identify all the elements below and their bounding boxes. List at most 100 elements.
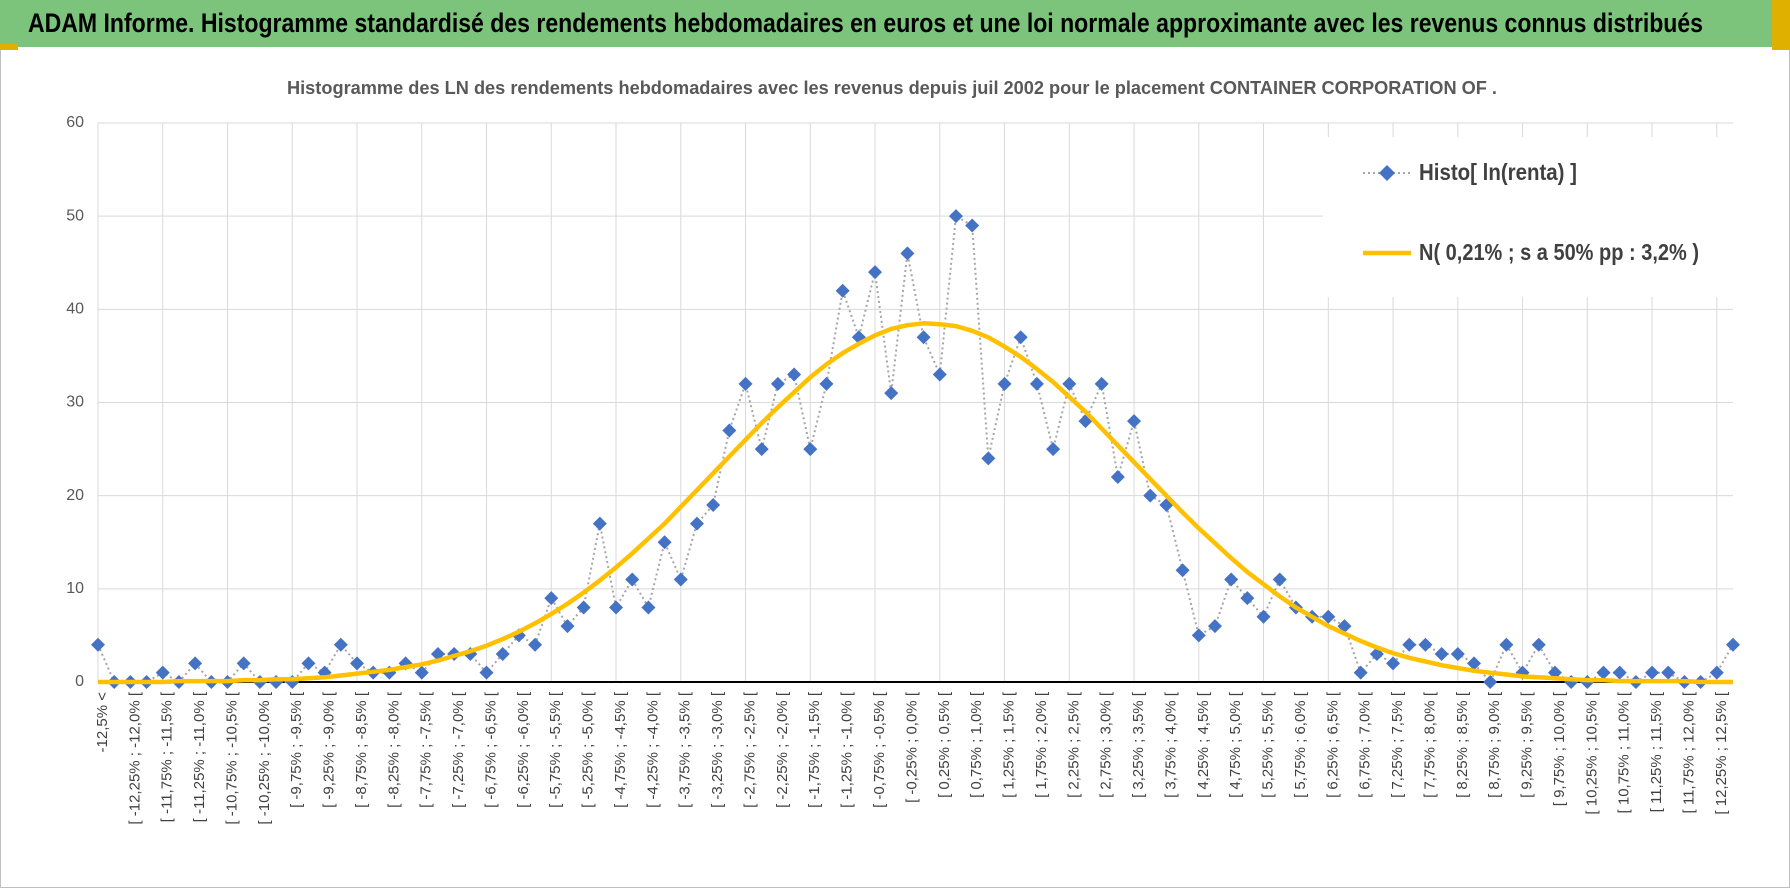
data-point [1062, 376, 1077, 391]
corner-accent [1772, 0, 1790, 50]
data-point [1709, 665, 1724, 680]
x-tick-label: [ -12,25% ; -12,0% [ [126, 691, 143, 824]
data-point [560, 619, 575, 634]
data-point [625, 572, 640, 587]
x-tick-label: [ 7,25% ; 7,5% [ [1389, 691, 1406, 798]
y-tick-label: 40 [66, 301, 84, 318]
data-point [1224, 572, 1239, 587]
data-point [1596, 665, 1611, 680]
data-point [1450, 647, 1465, 662]
title-bar [0, 0, 1790, 47]
data-point [1272, 572, 1287, 587]
x-tick-label: [ 12,25% ; 12,5% [ [1713, 691, 1730, 814]
x-tick-label: [ -3,25% ; -3,0% [ [709, 691, 726, 808]
x-tick-label: [ -8,25% ; -8,0% [ [385, 691, 402, 808]
data-point [1240, 591, 1255, 606]
data-point [641, 600, 656, 615]
x-tick-label: [ 6,75% ; 7,0% [ [1357, 691, 1374, 798]
data-point [1612, 665, 1627, 680]
data-point [1386, 656, 1401, 671]
series-line [98, 321, 1733, 685]
x-tick-label: [ 9,75% ; 10,0% [ [1551, 691, 1568, 806]
legend-label: Histo[ ln(renta) ] [1419, 159, 1577, 185]
x-tick-label: [ 8,25% ; 8,5% [ [1454, 691, 1471, 798]
x-tick-label: [ -3,75% ; -3,5% [ [677, 691, 694, 808]
x-tick-label: [ -2,25% ; -2,0% [ [774, 691, 791, 808]
data-point [1013, 330, 1028, 345]
y-tick-label: 30 [66, 394, 84, 411]
data-point [414, 665, 429, 680]
data-point [350, 656, 365, 671]
data-point [301, 656, 316, 671]
x-tick-label: [ 9,25% ; 9,5% [ [1519, 691, 1536, 798]
data-point [1110, 470, 1125, 485]
data-point [495, 647, 510, 662]
data-point [479, 665, 494, 680]
data-point [155, 665, 170, 680]
x-tick-label: -12,5% < [94, 692, 111, 753]
data-point [1353, 665, 1368, 680]
y-tick-label: 10 [66, 580, 84, 597]
x-tick-label: [ 2,25% ; 2,5% [ [1065, 691, 1082, 798]
x-tick-label: [ 10,25% ; 10,5% [ [1583, 691, 1600, 814]
x-tick-label: [ -7,75% ; -7,5% [ [418, 691, 435, 808]
data-point [1175, 563, 1190, 578]
x-tick-label: [ -10,25% ; -10,0% [ [256, 691, 273, 824]
data-point [981, 451, 996, 466]
x-tick-label: [ -1,25% ; -1,0% [ [839, 691, 856, 808]
data-point [1661, 665, 1676, 680]
data-point [609, 600, 624, 615]
page-title: ADAM Informe. Histogramme standardisé de… [28, 8, 1703, 38]
data-point [1094, 376, 1109, 391]
x-tick-label: [ 5,25% ; 5,5% [ [1260, 691, 1277, 798]
x-tick-label: [ 10,75% ; 11,0% [ [1616, 691, 1633, 813]
data-point [738, 376, 753, 391]
data-point [1402, 637, 1417, 652]
x-tick-label: [ 7,75% ; 8,0% [ [1421, 691, 1438, 798]
data-point [689, 516, 704, 531]
data-point [1256, 609, 1271, 624]
x-tick-label: [ 6,25% ; 6,5% [ [1324, 691, 1341, 798]
x-tick-label: [ -2,75% ; -2,5% [ [741, 691, 758, 808]
x-tick-label: [ 3,75% ; 4,0% [ [1162, 691, 1179, 798]
data-point [868, 265, 883, 280]
data-point [803, 442, 818, 457]
x-tick-label: [ -5,25% ; -5,0% [ [580, 691, 597, 808]
data-point [576, 600, 591, 615]
data-point [948, 209, 963, 224]
chart-title: Histogramme des LN des rendements hebdom… [287, 78, 1497, 98]
x-tick-label: [ -7,25% ; -7,0% [ [450, 691, 467, 808]
x-tick-label: [ 0,25% ; 0,5% [ [936, 691, 953, 798]
x-tick-label: [ -1,75% ; -1,5% [ [806, 691, 823, 808]
data-point [1499, 637, 1514, 652]
x-tick-label: [ -10,75% ; -10,5% [ [223, 691, 240, 824]
data-point [900, 246, 915, 261]
x-tick-label: [ 1,25% ; 1,5% [ [1001, 691, 1018, 798]
data-point [1127, 414, 1142, 429]
x-tick-label: [ 1,75% ; 2,0% [ [1033, 691, 1050, 798]
x-tick-label: [ -9,75% ; -9,5% [ [288, 691, 305, 808]
data-point [1418, 637, 1433, 652]
y-tick-label: 20 [66, 487, 84, 504]
data-point [706, 497, 721, 512]
x-tick-label: [ 5,75% ; 6,0% [ [1292, 691, 1309, 798]
data-point [965, 218, 980, 233]
x-tick-label: [ 3,25% ; 3,5% [ [1130, 691, 1147, 798]
data-point [997, 376, 1012, 391]
data-point [835, 283, 850, 298]
legend-marker [1379, 165, 1395, 181]
series-line [97, 215, 1734, 683]
x-tick-label: [ -4,75% ; -4,5% [ [612, 691, 629, 808]
data-point [91, 637, 105, 652]
x-tick-label: [ -4,25% ; -4,0% [ [644, 691, 661, 808]
data-point [1645, 665, 1660, 680]
data-point [916, 330, 931, 345]
corner-accent [0, 44, 18, 50]
data-point [1434, 647, 1449, 662]
data-point [592, 516, 607, 531]
x-tick-label: [ 4,25% ; 4,5% [ [1195, 691, 1212, 798]
legend-label: N( 0,21% ; s a 50% pp : 3,2% ) [1419, 239, 1699, 265]
y-tick-label: 60 [66, 114, 84, 131]
data-point [657, 535, 672, 550]
